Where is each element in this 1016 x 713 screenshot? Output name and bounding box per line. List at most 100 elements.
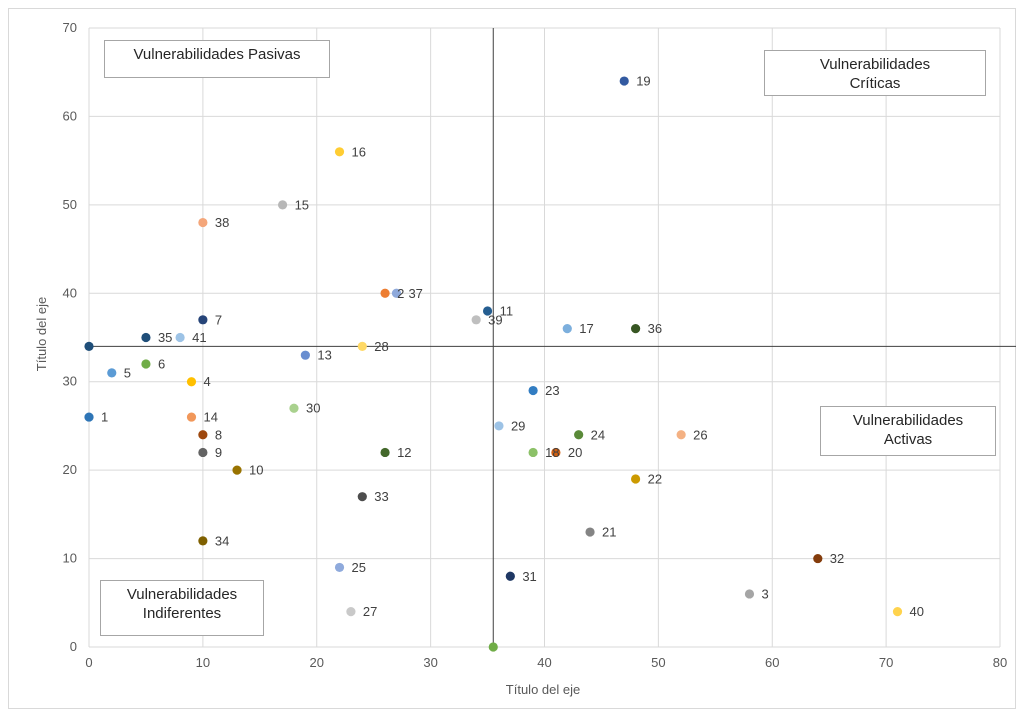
data-point — [84, 412, 94, 422]
data-point-label: 28 — [374, 339, 388, 354]
data-point — [334, 562, 345, 573]
data-point — [334, 147, 345, 157]
data-point — [494, 421, 504, 431]
data-point — [141, 359, 151, 369]
data-point — [892, 607, 903, 617]
data-point-label: 38 — [215, 215, 229, 230]
data-point-label: 13 — [317, 348, 331, 363]
gridlines — [88, 27, 1001, 648]
x-tick-label: 50 — [651, 655, 665, 670]
data-point-label: 30 — [306, 401, 320, 416]
data-point-label: 37 — [408, 286, 422, 301]
quadrant-label-critical: Vulnerabilidades Críticas — [764, 50, 986, 96]
data-point-label: 29 — [511, 418, 525, 433]
data-point — [198, 447, 208, 458]
data-point — [186, 377, 197, 387]
data-point-label: 9 — [215, 445, 222, 460]
data-point-label: 1 — [101, 410, 108, 425]
data-point — [505, 571, 515, 581]
y-tick-label: 0 — [70, 639, 77, 654]
data-point-label: 39 — [488, 312, 502, 327]
data-point-label: 32 — [830, 551, 844, 566]
data-point — [346, 607, 356, 617]
data-point — [186, 412, 197, 422]
data-labels: 1234567891011121314151617181920212223242… — [101, 74, 924, 620]
y-tick-label: 60 — [63, 108, 77, 123]
data-point-label: 16 — [352, 144, 366, 159]
data-point — [198, 217, 208, 228]
x-tick-label: 0 — [85, 655, 92, 670]
data-point — [619, 76, 629, 86]
y-tick-label: 40 — [63, 285, 77, 300]
quadrant-label-critical-line1: Vulnerabilidades — [819, 56, 931, 73]
x-tick-label: 20 — [310, 655, 324, 670]
data-point — [676, 430, 686, 440]
data-point-label: 31 — [522, 569, 536, 584]
data-point — [574, 430, 584, 440]
data-point-label: 3 — [761, 586, 768, 601]
data-point — [198, 430, 208, 440]
data-point — [380, 288, 390, 298]
quadrant-label-passive: Vulnerabilidades Pasivas — [104, 40, 330, 78]
y-axis-ticks: 0 10 20 30 40 50 60 70 — [63, 20, 77, 654]
quadrant-label-indifferent: Vulnerabilidades Indiferentes — [100, 580, 264, 636]
data-point — [528, 385, 538, 396]
data-point — [357, 492, 367, 502]
data-point-label: 15 — [295, 197, 309, 212]
data-point-label: 41 — [192, 330, 206, 345]
y-axis-title: Título del eje — [34, 297, 49, 371]
quadrant-label-indifferent-line1: Vulnerabilidades — [126, 586, 238, 603]
data-point-label: 25 — [352, 560, 366, 575]
data-point — [744, 589, 755, 599]
data-point-label: 26 — [693, 427, 707, 442]
x-tick-label: 40 — [537, 655, 551, 670]
data-point-label: 10 — [249, 463, 263, 478]
data-point — [813, 553, 823, 564]
data-point — [289, 403, 299, 413]
data-point-label: 2 — [397, 286, 404, 301]
quadrant-label-active-line2: Activas — [883, 431, 933, 448]
data-point — [585, 527, 595, 537]
data-point-label: 6 — [158, 357, 165, 372]
y-tick-label: 30 — [63, 374, 77, 389]
data-point — [631, 474, 641, 484]
data-point — [357, 341, 367, 351]
data-point-label: 20 — [568, 445, 582, 460]
data-point-label: 17 — [579, 321, 593, 336]
data-point — [488, 642, 498, 652]
data-point — [300, 350, 310, 360]
data-points — [84, 76, 903, 652]
quadrant-label-passive-line1: Vulnerabilidades Pasivas — [133, 46, 301, 63]
x-tick-label: 60 — [765, 655, 779, 670]
data-point — [551, 447, 561, 458]
data-point-label: 14 — [203, 410, 217, 425]
x-tick-label: 10 — [196, 655, 210, 670]
x-axis-ticks: 0 10 20 30 40 50 60 70 80 — [85, 655, 1007, 670]
y-tick-label: 70 — [63, 20, 77, 35]
x-tick-label: 30 — [423, 655, 437, 670]
reference-lines — [89, 28, 1016, 647]
data-point-label: 27 — [363, 604, 377, 619]
quadrant-label-active: Vulnerabilidades Activas — [820, 406, 996, 456]
data-point — [482, 306, 493, 316]
data-point-label: 33 — [374, 489, 388, 504]
quadrant-label-critical-line2: Críticas — [849, 75, 901, 92]
data-point-label: 11 — [500, 303, 514, 318]
data-point-label: 35 — [158, 330, 172, 345]
data-point-label: 34 — [215, 533, 229, 548]
data-point-label: 19 — [636, 74, 650, 89]
x-axis-title: Título del eje — [506, 682, 580, 697]
data-point — [107, 368, 117, 378]
data-point — [175, 332, 185, 343]
y-tick-label: 50 — [63, 197, 77, 212]
data-point — [277, 200, 288, 210]
data-point-label: 18 — [545, 445, 559, 460]
data-point-label: 8 — [215, 427, 222, 442]
data-point — [391, 288, 402, 298]
data-point — [562, 324, 572, 334]
data-point — [631, 324, 641, 334]
data-point — [380, 447, 390, 458]
data-point-label: 5 — [124, 365, 131, 380]
data-point-label: 21 — [602, 525, 616, 540]
data-point-label: 12 — [397, 445, 411, 460]
